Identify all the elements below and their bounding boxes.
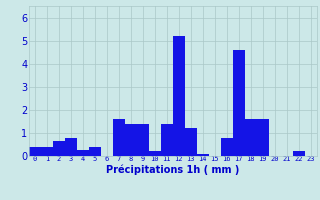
Bar	[221, 138, 233, 156]
Bar	[293, 151, 305, 156]
Bar	[89, 147, 101, 156]
Bar	[113, 119, 125, 156]
Bar	[173, 36, 185, 156]
Bar	[53, 141, 65, 156]
Bar	[149, 151, 161, 156]
Bar	[65, 138, 77, 156]
Bar	[137, 124, 149, 156]
Bar	[161, 124, 173, 156]
Bar	[185, 128, 197, 156]
Bar	[29, 147, 41, 156]
Bar	[257, 119, 269, 156]
Bar	[197, 154, 209, 156]
Bar	[125, 124, 137, 156]
Bar	[233, 50, 245, 156]
Bar	[245, 119, 257, 156]
Bar	[77, 150, 89, 156]
Bar	[41, 147, 53, 156]
X-axis label: Précipitations 1h ( mm ): Précipitations 1h ( mm )	[106, 165, 239, 175]
